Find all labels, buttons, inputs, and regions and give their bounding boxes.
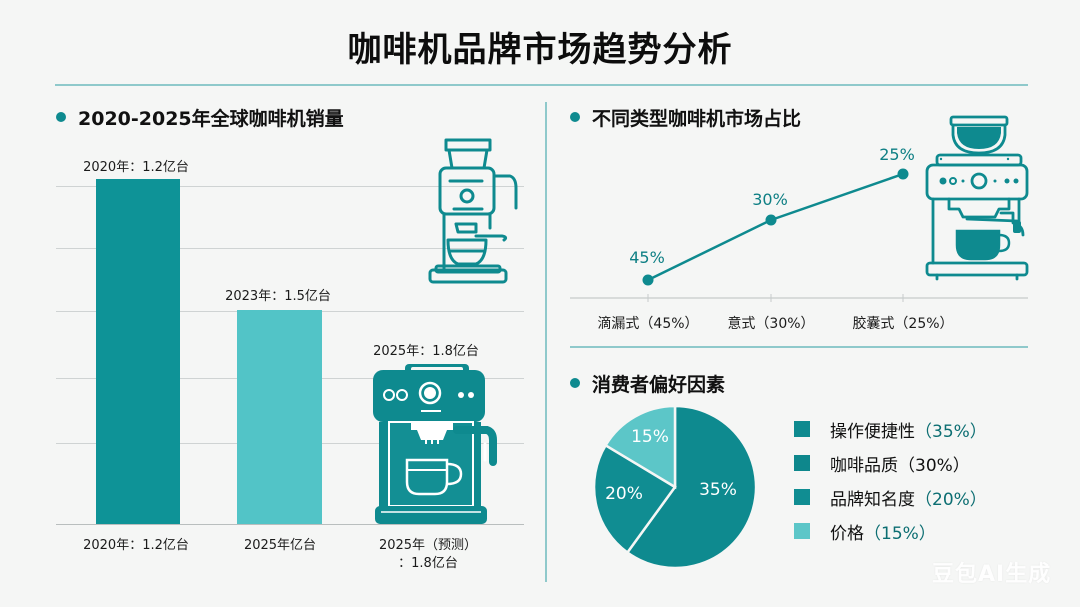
pie-chart — [592, 404, 758, 570]
preference-chart-title: 消费者偏好因素 — [570, 370, 725, 396]
pie-slice-15 — [603, 404, 677, 490]
page-title: 咖啡机品牌市场趋势分析 — [347, 30, 733, 70]
pie-slice-label: 15% — [631, 427, 669, 447]
legend-item: 价格 （15%） — [794, 514, 987, 548]
legend-swatch — [794, 523, 810, 539]
bar-data-label: 2025年：1.8亿台 — [373, 344, 479, 359]
legend-label: 品牌知名度 — [830, 489, 915, 510]
x-tick-label: 2025年亿台 — [243, 538, 317, 553]
legend-percent: （15%） — [864, 523, 936, 544]
x-axis-line — [56, 524, 524, 525]
bar-2020 — [96, 179, 180, 524]
bullet-dot-icon — [56, 112, 66, 122]
espresso-machine-filled-icon — [373, 364, 497, 524]
right-section-divider — [570, 346, 1028, 348]
legend-label: 操作便捷性 — [830, 421, 915, 442]
point-value-label: 25% — [879, 145, 915, 164]
espresso-grinder-machine-outline-icon — [925, 115, 1029, 281]
category-label: 意式（30%） — [727, 316, 815, 332]
legend-percent: （20%） — [915, 489, 987, 510]
legend-percent: （35%） — [915, 421, 987, 442]
pie-legend: 操作便捷性 （35%） 咖啡品质 （30%） 品牌知名度 （20%） 价格 （15%） — [794, 412, 987, 548]
ai-watermark: 豆包AI生成 — [932, 562, 1052, 587]
legend-label: 价格 — [830, 523, 864, 544]
gridline — [56, 248, 524, 249]
drip-coffee-machine-outline-icon — [428, 138, 518, 284]
category-label: 滴漏式（45%） — [597, 316, 699, 332]
sales-chart-title-text: 2020-2025年全球咖啡机销量 — [78, 107, 344, 130]
line-chart-plot — [570, 168, 1028, 302]
bullet-dot-icon — [570, 378, 580, 388]
legend-item: 咖啡品质 （30%） — [794, 446, 987, 480]
preference-chart-title-text: 消费者偏好因素 — [592, 373, 726, 396]
legend-percent: （30%） — [898, 455, 970, 476]
bar-2023 — [237, 310, 322, 524]
point-value-label: 30% — [752, 190, 788, 209]
bar-data-label: 2020年：1.2亿台 — [83, 160, 189, 175]
sales-chart-title: 2020-2025年全球咖啡机销量 — [56, 104, 344, 130]
legend-swatch — [794, 455, 810, 471]
type-share-chart-title: 不同类型咖啡机市场占比 — [570, 104, 801, 130]
legend-item: 操作便捷性 （35%） — [794, 412, 987, 446]
title-divider — [55, 84, 1028, 86]
column-divider — [545, 102, 547, 582]
bar-data-label: 2023年：1.5亿台 — [225, 289, 331, 304]
pie-slice-20 — [592, 443, 677, 555]
legend-item: 品牌知名度 （20%） — [794, 480, 987, 514]
legend-swatch — [794, 489, 810, 505]
type-share-chart-title-text: 不同类型咖啡机市场占比 — [592, 107, 802, 130]
pie-slice-label: 20% — [605, 484, 643, 504]
legend-label: 咖啡品质 — [830, 455, 898, 476]
pie-slice-35 — [625, 404, 758, 570]
legend-swatch — [794, 421, 810, 437]
x-tick-label: 2020年：1.2亿台 — [83, 538, 189, 553]
gridline — [56, 186, 524, 187]
x-tick-label-line2: ：1.8亿台 — [398, 556, 458, 571]
bullet-dot-icon — [570, 112, 580, 122]
point-value-label: 45% — [629, 248, 665, 267]
x-tick-label: 2025年（预测） — [378, 538, 478, 553]
pie-slice-label: 35% — [699, 480, 737, 500]
category-label: 胶囊式（25%） — [852, 316, 954, 332]
